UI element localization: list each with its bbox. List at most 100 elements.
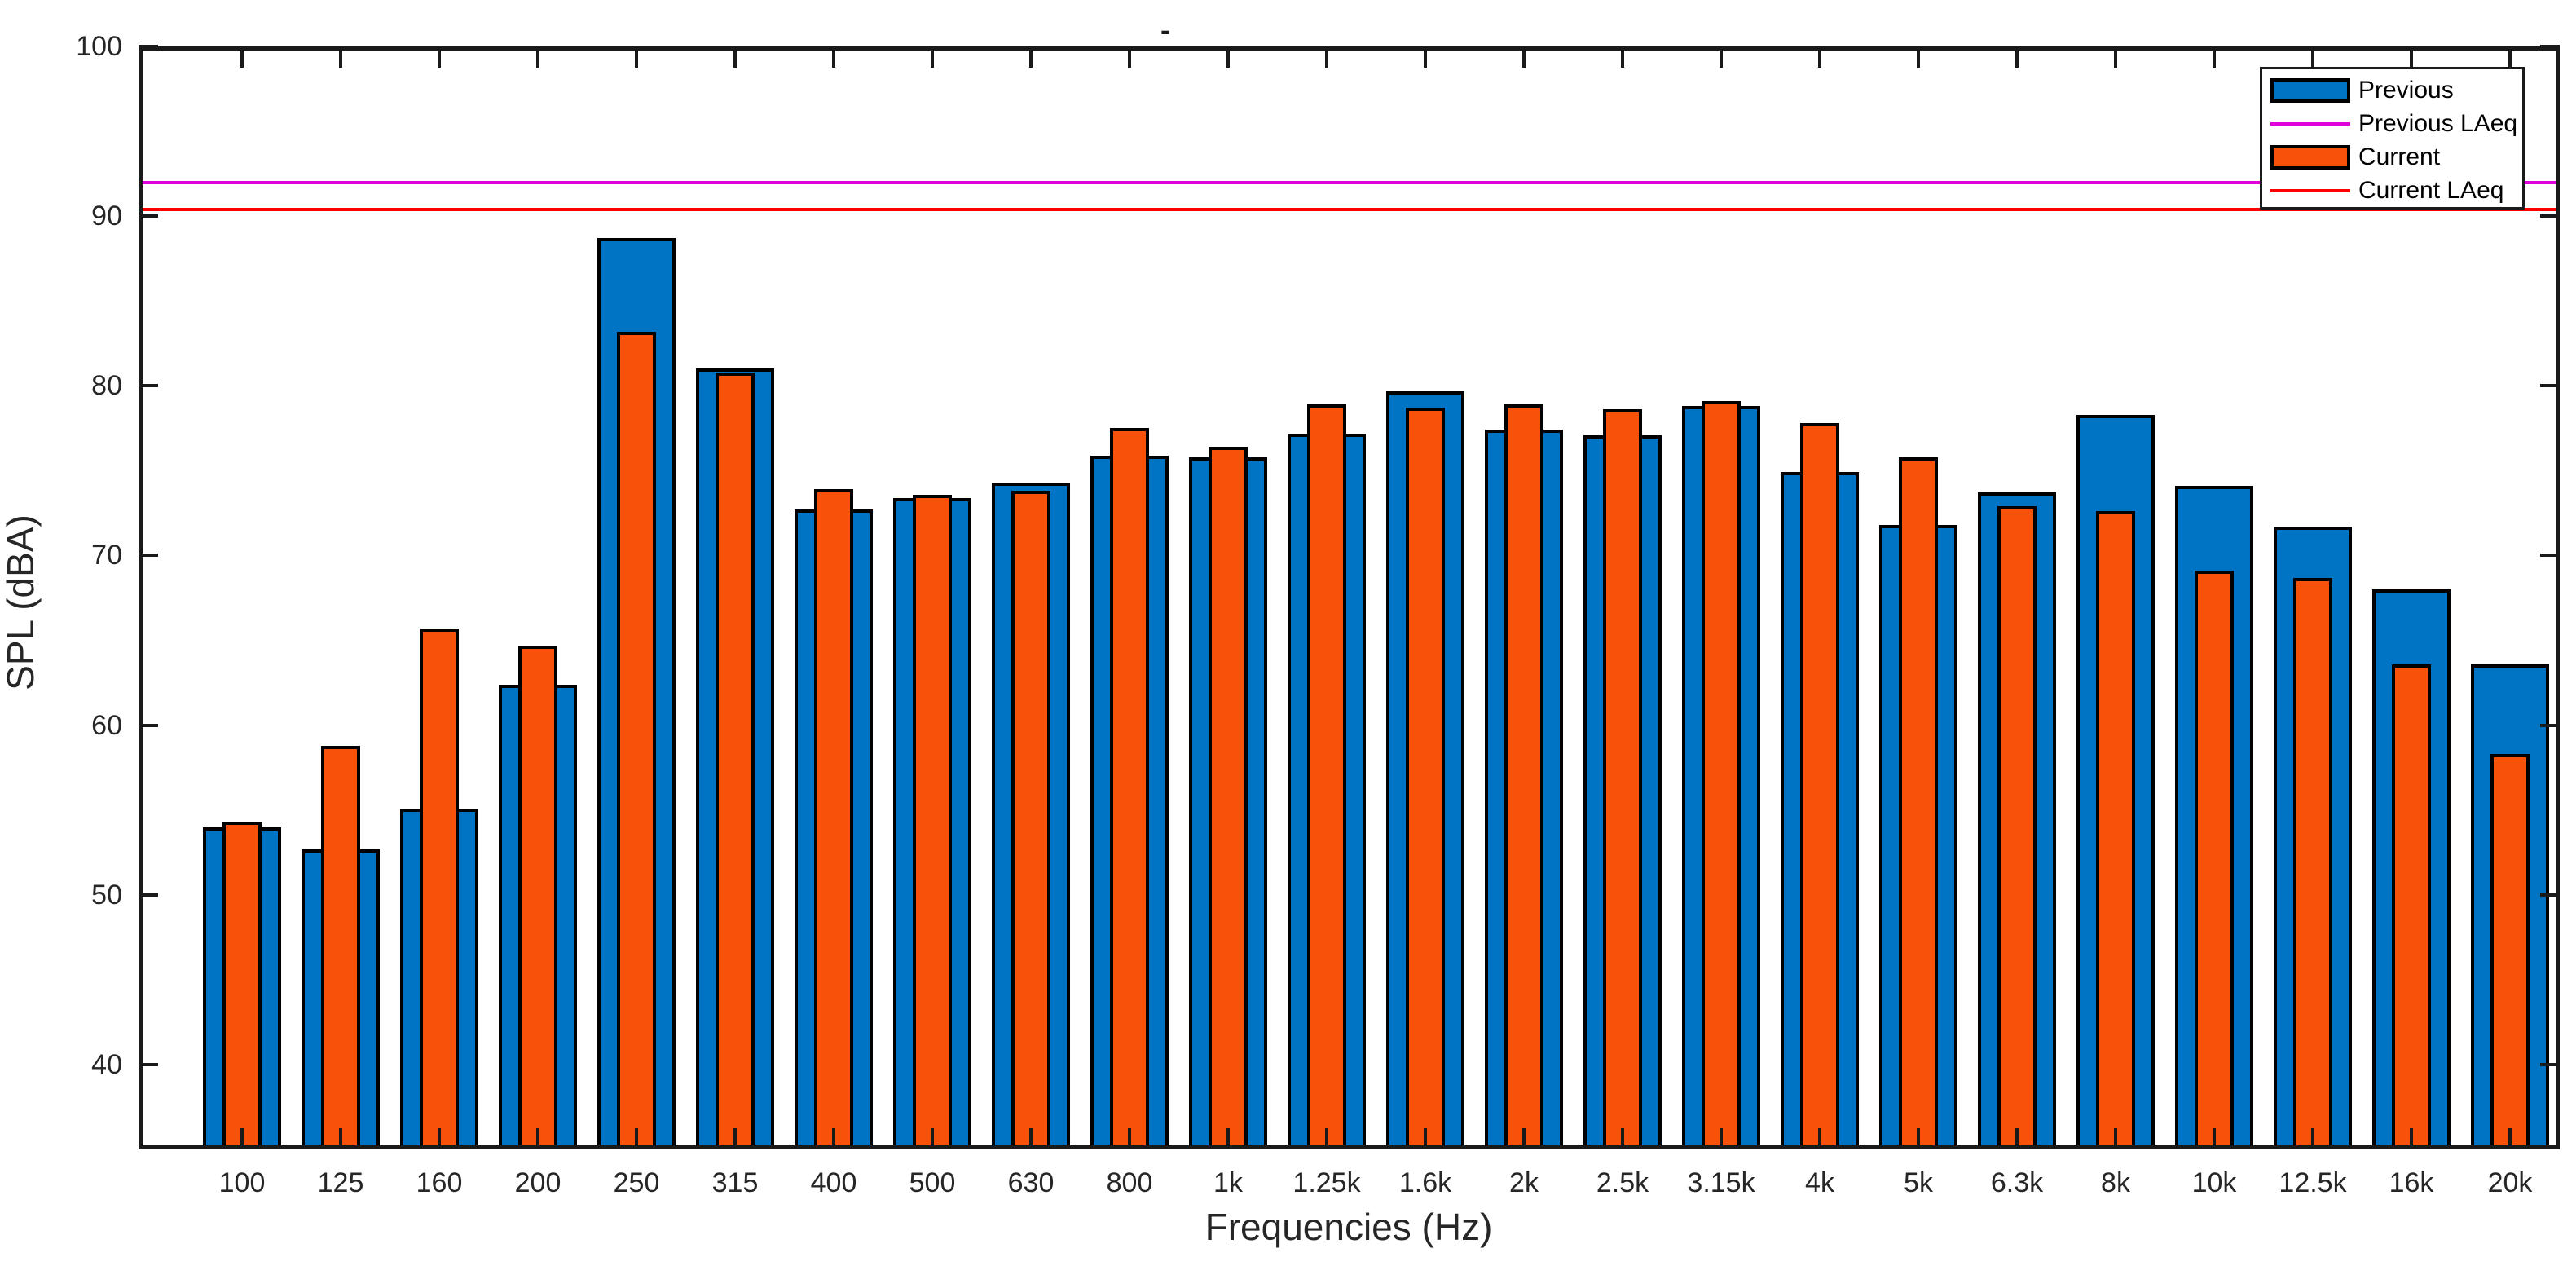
- x-tick: [1226, 1128, 1230, 1149]
- bar-current-6.3k: [1997, 506, 2037, 1149]
- y-tick-label: 80: [91, 370, 122, 402]
- legend: Previous Previous LAeq Current Current L…: [2260, 67, 2525, 210]
- y-tick: [2540, 554, 2560, 558]
- x-tick-label: 20k: [2487, 1167, 2533, 1198]
- x-tick: [1720, 1128, 1723, 1149]
- bar-current-1k: [1209, 447, 1248, 1149]
- legend-item: Previous LAeq: [2262, 107, 2522, 140]
- y-tick-label: 60: [91, 709, 122, 741]
- legend-item: Current LAeq: [2262, 174, 2522, 207]
- x-tick: [438, 46, 441, 68]
- bar-current-125: [321, 745, 360, 1149]
- y-tick: [139, 214, 158, 218]
- current-bar-swatch-icon: [2270, 144, 2350, 170]
- x-tick: [931, 1128, 934, 1149]
- x-tick: [832, 46, 835, 68]
- bar-current-16k: [2392, 664, 2431, 1149]
- x-tick: [2508, 46, 2512, 68]
- x-tick: [2311, 1128, 2314, 1149]
- x-tick: [2410, 46, 2413, 68]
- x-tick: [1226, 46, 1230, 68]
- x-tick-label: 315: [711, 1167, 759, 1198]
- legend-label: Previous: [2358, 76, 2454, 104]
- y-tick: [139, 45, 158, 48]
- bar-current-5k: [1899, 457, 1938, 1149]
- x-tick-label: 1k: [1213, 1167, 1243, 1198]
- x-tick: [1818, 46, 1821, 68]
- x-tick-label: 5k: [1904, 1167, 1933, 1198]
- x-tick: [635, 46, 638, 68]
- bar-current-100: [222, 822, 262, 1149]
- y-tick: [139, 554, 158, 558]
- y-tick: [139, 723, 158, 727]
- x-tick-label: 1.6k: [1398, 1167, 1452, 1198]
- bar-current-2k: [1504, 404, 1543, 1149]
- x-tick-label: 8k: [2101, 1167, 2130, 1198]
- legend-label: Current: [2358, 143, 2441, 170]
- bar-current-200: [518, 645, 557, 1149]
- bar-current-315: [716, 372, 755, 1149]
- x-tick-label: 4k: [1805, 1167, 1834, 1198]
- x-tick-label: 125: [317, 1167, 364, 1198]
- x-tick: [240, 1128, 244, 1149]
- x-tick: [2114, 46, 2117, 68]
- x-tick: [1621, 46, 1624, 68]
- x-tick: [2311, 46, 2314, 68]
- plot-area: [139, 45, 2560, 1149]
- bar-current-1.6k: [1406, 408, 1445, 1149]
- bar-current-500: [913, 494, 952, 1149]
- x-tick-label: 250: [613, 1167, 660, 1198]
- x-tick-label: 200: [514, 1167, 561, 1198]
- y-tick: [139, 893, 158, 897]
- x-tick: [536, 1128, 539, 1149]
- x-tick: [2015, 46, 2019, 68]
- x-tick-label: 1.25k: [1292, 1167, 1361, 1198]
- x-tick: [1424, 1128, 1427, 1149]
- x-tick: [1917, 46, 1920, 68]
- x-tick-label: 16k: [2389, 1167, 2434, 1198]
- bar-current-20k: [2490, 754, 2530, 1149]
- legend-swatch-cell: [2262, 188, 2358, 192]
- y-tick: [2540, 45, 2560, 48]
- y-tick: [2540, 1062, 2560, 1066]
- x-tick-label: 630: [1007, 1167, 1055, 1198]
- x-tick: [1917, 1128, 1920, 1149]
- x-tick: [1522, 46, 1526, 68]
- x-tick-label: 10k: [2191, 1167, 2237, 1198]
- x-tick: [1522, 1128, 1526, 1149]
- x-tick: [240, 46, 244, 68]
- x-tick: [635, 1128, 638, 1149]
- previous-bar-swatch-icon: [2270, 77, 2350, 103]
- bar-current-400: [814, 489, 853, 1149]
- current-laeq-line-swatch-icon: [2270, 188, 2350, 192]
- bar-current-800: [1110, 428, 1149, 1149]
- y-tick: [139, 1062, 158, 1066]
- x-tick: [1720, 46, 1723, 68]
- x-tick: [2410, 1128, 2413, 1149]
- x-tick: [2508, 1128, 2512, 1149]
- bar-current-160: [420, 628, 459, 1149]
- bar-current-10k: [2195, 571, 2234, 1149]
- legend-item: Previous: [2262, 73, 2522, 107]
- x-tick: [1128, 1128, 1131, 1149]
- bar-current-3.15k: [1702, 401, 1741, 1149]
- legend-label: Current LAeq: [2358, 176, 2504, 204]
- x-tick-label: 400: [810, 1167, 857, 1198]
- x-tick-label: 100: [218, 1167, 266, 1198]
- bar-current-2.5k: [1603, 409, 1642, 1149]
- x-tick: [733, 46, 737, 68]
- legend-swatch-cell: [2262, 77, 2358, 103]
- legend-swatch-cell: [2262, 144, 2358, 170]
- y-tick-label: 70: [91, 540, 122, 571]
- x-tick: [339, 46, 342, 68]
- bar-current-630: [1011, 491, 1050, 1149]
- y-tick: [2540, 723, 2560, 727]
- x-tick-label: 2.5k: [1596, 1167, 1649, 1198]
- x-tick: [1029, 46, 1033, 68]
- x-tick: [1621, 1128, 1624, 1149]
- x-tick: [1818, 1128, 1821, 1149]
- y-tick: [2540, 384, 2560, 388]
- y-tick-label: 50: [91, 879, 122, 911]
- x-tick-label: 3.15k: [1687, 1167, 1755, 1198]
